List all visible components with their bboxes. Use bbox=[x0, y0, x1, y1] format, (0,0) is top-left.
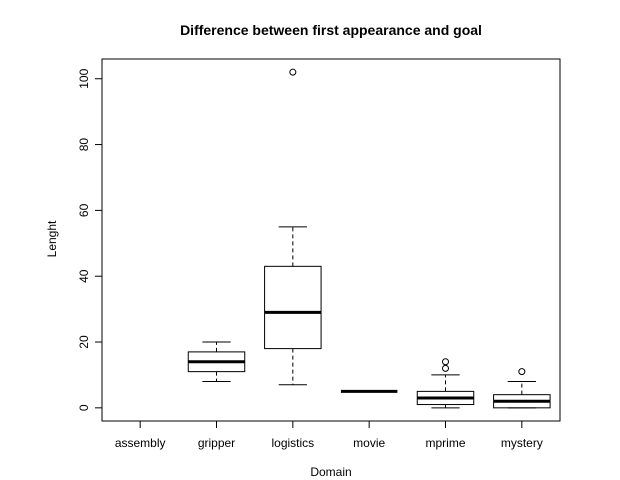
x-tick-label: mprime bbox=[425, 436, 465, 450]
box-gripper bbox=[187, 341, 246, 383]
y-tick-label: 80 bbox=[77, 138, 91, 152]
y-tick-label: 0 bbox=[77, 404, 91, 411]
y-tick-label: 60 bbox=[77, 203, 91, 217]
x-tick-label: assembly bbox=[115, 436, 166, 450]
x-tick-label: mystery bbox=[501, 436, 543, 450]
box-mystery bbox=[493, 368, 551, 409]
x-tick-label: gripper bbox=[198, 436, 235, 450]
box-mprime bbox=[416, 358, 475, 409]
x-axis: assembly gripper logistics movie mprime myste… bbox=[115, 421, 543, 450]
x-tick-label: logistics bbox=[271, 436, 314, 450]
boxes-layer bbox=[187, 68, 551, 409]
x-tick-label: movie bbox=[353, 436, 385, 450]
chart-title: Difference between first appearance and … bbox=[180, 22, 482, 38]
y-tick-label: 100 bbox=[77, 68, 91, 88]
y-axis: 0 20 40 60 80 100 bbox=[77, 68, 103, 411]
outlier-point bbox=[518, 368, 526, 376]
outlier-point bbox=[442, 364, 449, 372]
y-tick-label: 20 bbox=[77, 335, 91, 349]
outlier-point bbox=[289, 68, 297, 76]
plot-frame bbox=[101, 58, 561, 422]
y-tick-label: 40 bbox=[77, 269, 91, 283]
x-axis-label: Domain bbox=[310, 465, 351, 479]
y-axis-label: Lenght bbox=[45, 220, 59, 257]
outlier-point bbox=[442, 358, 449, 366]
box-iqr bbox=[264, 265, 322, 350]
box-logistics bbox=[264, 68, 322, 386]
